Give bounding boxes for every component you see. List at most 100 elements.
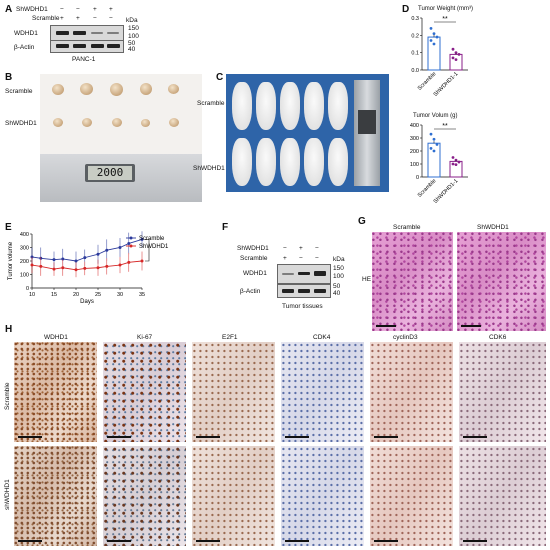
- h-ihc-cyclind3-scramble: [370, 342, 453, 442]
- g-he-image-shwdhd1: [457, 232, 546, 331]
- x-tick-label: Scramble: [417, 71, 438, 92]
- data-point: [127, 241, 131, 245]
- f-kda-label: kDa: [333, 256, 345, 263]
- legend-marker: [129, 244, 133, 248]
- data-point: [96, 252, 100, 256]
- a-row-label-scramble: Scramble: [32, 15, 60, 22]
- sig-bracket: [145, 239, 150, 262]
- data-point: [454, 163, 458, 167]
- c-caliper: [354, 80, 380, 186]
- h-col-wdhd1: WDHD1: [44, 334, 68, 341]
- f-sign: −: [283, 245, 287, 252]
- h-ihc-cyclind3-shwdhd1: [370, 446, 453, 546]
- x-tick-label: 15: [51, 292, 57, 298]
- a-sign: +: [60, 15, 64, 22]
- b-group-shwdhd1: ShWDHD1: [5, 120, 37, 127]
- h-ihc-ki67-shwdhd1: [103, 446, 186, 546]
- a-band-label-actin: β-Actin: [14, 44, 35, 51]
- panel-label-e: E: [5, 222, 12, 233]
- y-tick-label: 200: [20, 259, 29, 265]
- b-tumor-photo: 2000: [40, 74, 202, 202]
- data-point: [83, 266, 87, 270]
- data-point: [432, 137, 436, 141]
- a-sign: +: [93, 6, 97, 13]
- data-point: [52, 267, 56, 271]
- f-marker: 150: [333, 265, 344, 272]
- data-point: [457, 160, 461, 164]
- data-point: [61, 257, 65, 261]
- d-chart1-title: Tumor Weight (mm³): [418, 6, 474, 12]
- data-point: [451, 47, 455, 51]
- f-caption: Tumor tissues: [282, 303, 323, 310]
- g-row-he: HE: [362, 276, 372, 283]
- x-tick-label: 10: [29, 292, 35, 298]
- data-point: [61, 266, 65, 270]
- h-ihc-cdk6-scramble: [459, 342, 546, 442]
- panel-label-f: F: [222, 222, 229, 233]
- data-point: [429, 132, 433, 136]
- h-col-e2f1: E2F1: [222, 334, 238, 341]
- f-row-label-shwdhd1: ShWDHD1: [237, 245, 269, 252]
- a-band-label-wdhd1: WDHD1: [14, 30, 38, 37]
- a-sign: −: [76, 6, 80, 13]
- f-sign: −: [299, 255, 303, 262]
- sig-label: **: [442, 16, 448, 23]
- h-ihc-ki67-scramble: [103, 342, 186, 442]
- panel-label-c: C: [216, 72, 224, 83]
- b-caliper: 2000: [40, 154, 202, 202]
- g-col-shwdhd1: ShWDHD1: [477, 224, 509, 231]
- data-point: [74, 259, 78, 263]
- g-col-scramble: Scramble: [393, 224, 421, 231]
- legend-label: ShWDHD1: [139, 244, 169, 250]
- f-marker: 100: [333, 273, 344, 280]
- f-band-label-wdhd1: WDHD1: [243, 270, 267, 277]
- f-sign: +: [299, 245, 303, 252]
- a-marker: 150: [128, 25, 139, 32]
- f-sign: +: [283, 255, 287, 262]
- data-point: [83, 256, 87, 260]
- a-blot-wdhd1: [50, 25, 124, 41]
- h-row-scramble: Scramble: [4, 382, 11, 410]
- panel-label-g: G: [358, 216, 366, 227]
- h-col-cdk6: CDK6: [489, 334, 507, 341]
- y-tick-label: 300: [20, 246, 29, 252]
- data-point: [429, 27, 433, 30]
- y-tick-label: 300: [410, 136, 419, 142]
- y-tick-label: 400: [20, 232, 29, 238]
- a-blot-actin: [50, 40, 124, 53]
- f-blot-actin: [277, 284, 331, 298]
- a-sign: −: [93, 15, 97, 22]
- f-blot-wdhd1: [277, 264, 331, 284]
- x-tick-label: 30: [117, 292, 123, 298]
- x-tick-label: 25: [95, 292, 101, 298]
- data-point: [52, 258, 56, 262]
- f-sign: −: [315, 245, 319, 252]
- f-marker: 40: [333, 290, 341, 297]
- h-ihc-e2f1-scramble: [192, 342, 275, 442]
- f-sign: −: [315, 255, 319, 262]
- data-point: [451, 162, 455, 166]
- data-point: [454, 58, 458, 61]
- h-ihc-wdhd1-shwdhd1: [14, 446, 97, 546]
- h-ihc-wdhd1-scramble: [14, 342, 97, 442]
- data-point: [435, 35, 439, 39]
- y-tick-label: 0: [26, 286, 29, 292]
- panel-label-d: D: [402, 4, 410, 15]
- x-tick-label: 35: [139, 292, 145, 298]
- a-kda-label: kDa: [126, 17, 138, 24]
- bar: [449, 53, 463, 71]
- c-mice-photo: [226, 74, 389, 192]
- data-point: [96, 266, 100, 270]
- x-tick-label: Scramble: [417, 178, 438, 199]
- series-line: [31, 260, 143, 271]
- a-row-label-shwdhd1: ShWDHD1: [16, 6, 48, 13]
- h-col-cdk4: CDK4: [313, 334, 331, 341]
- y-tick-label: 0.1: [411, 51, 419, 57]
- y-axis-label: Tumor volume: [8, 241, 14, 280]
- y-tick-label: 0.0: [411, 68, 419, 74]
- y-tick-label: 0.2: [411, 33, 419, 39]
- legend-label: Scramble: [139, 236, 165, 242]
- a-marker: 50: [128, 40, 136, 47]
